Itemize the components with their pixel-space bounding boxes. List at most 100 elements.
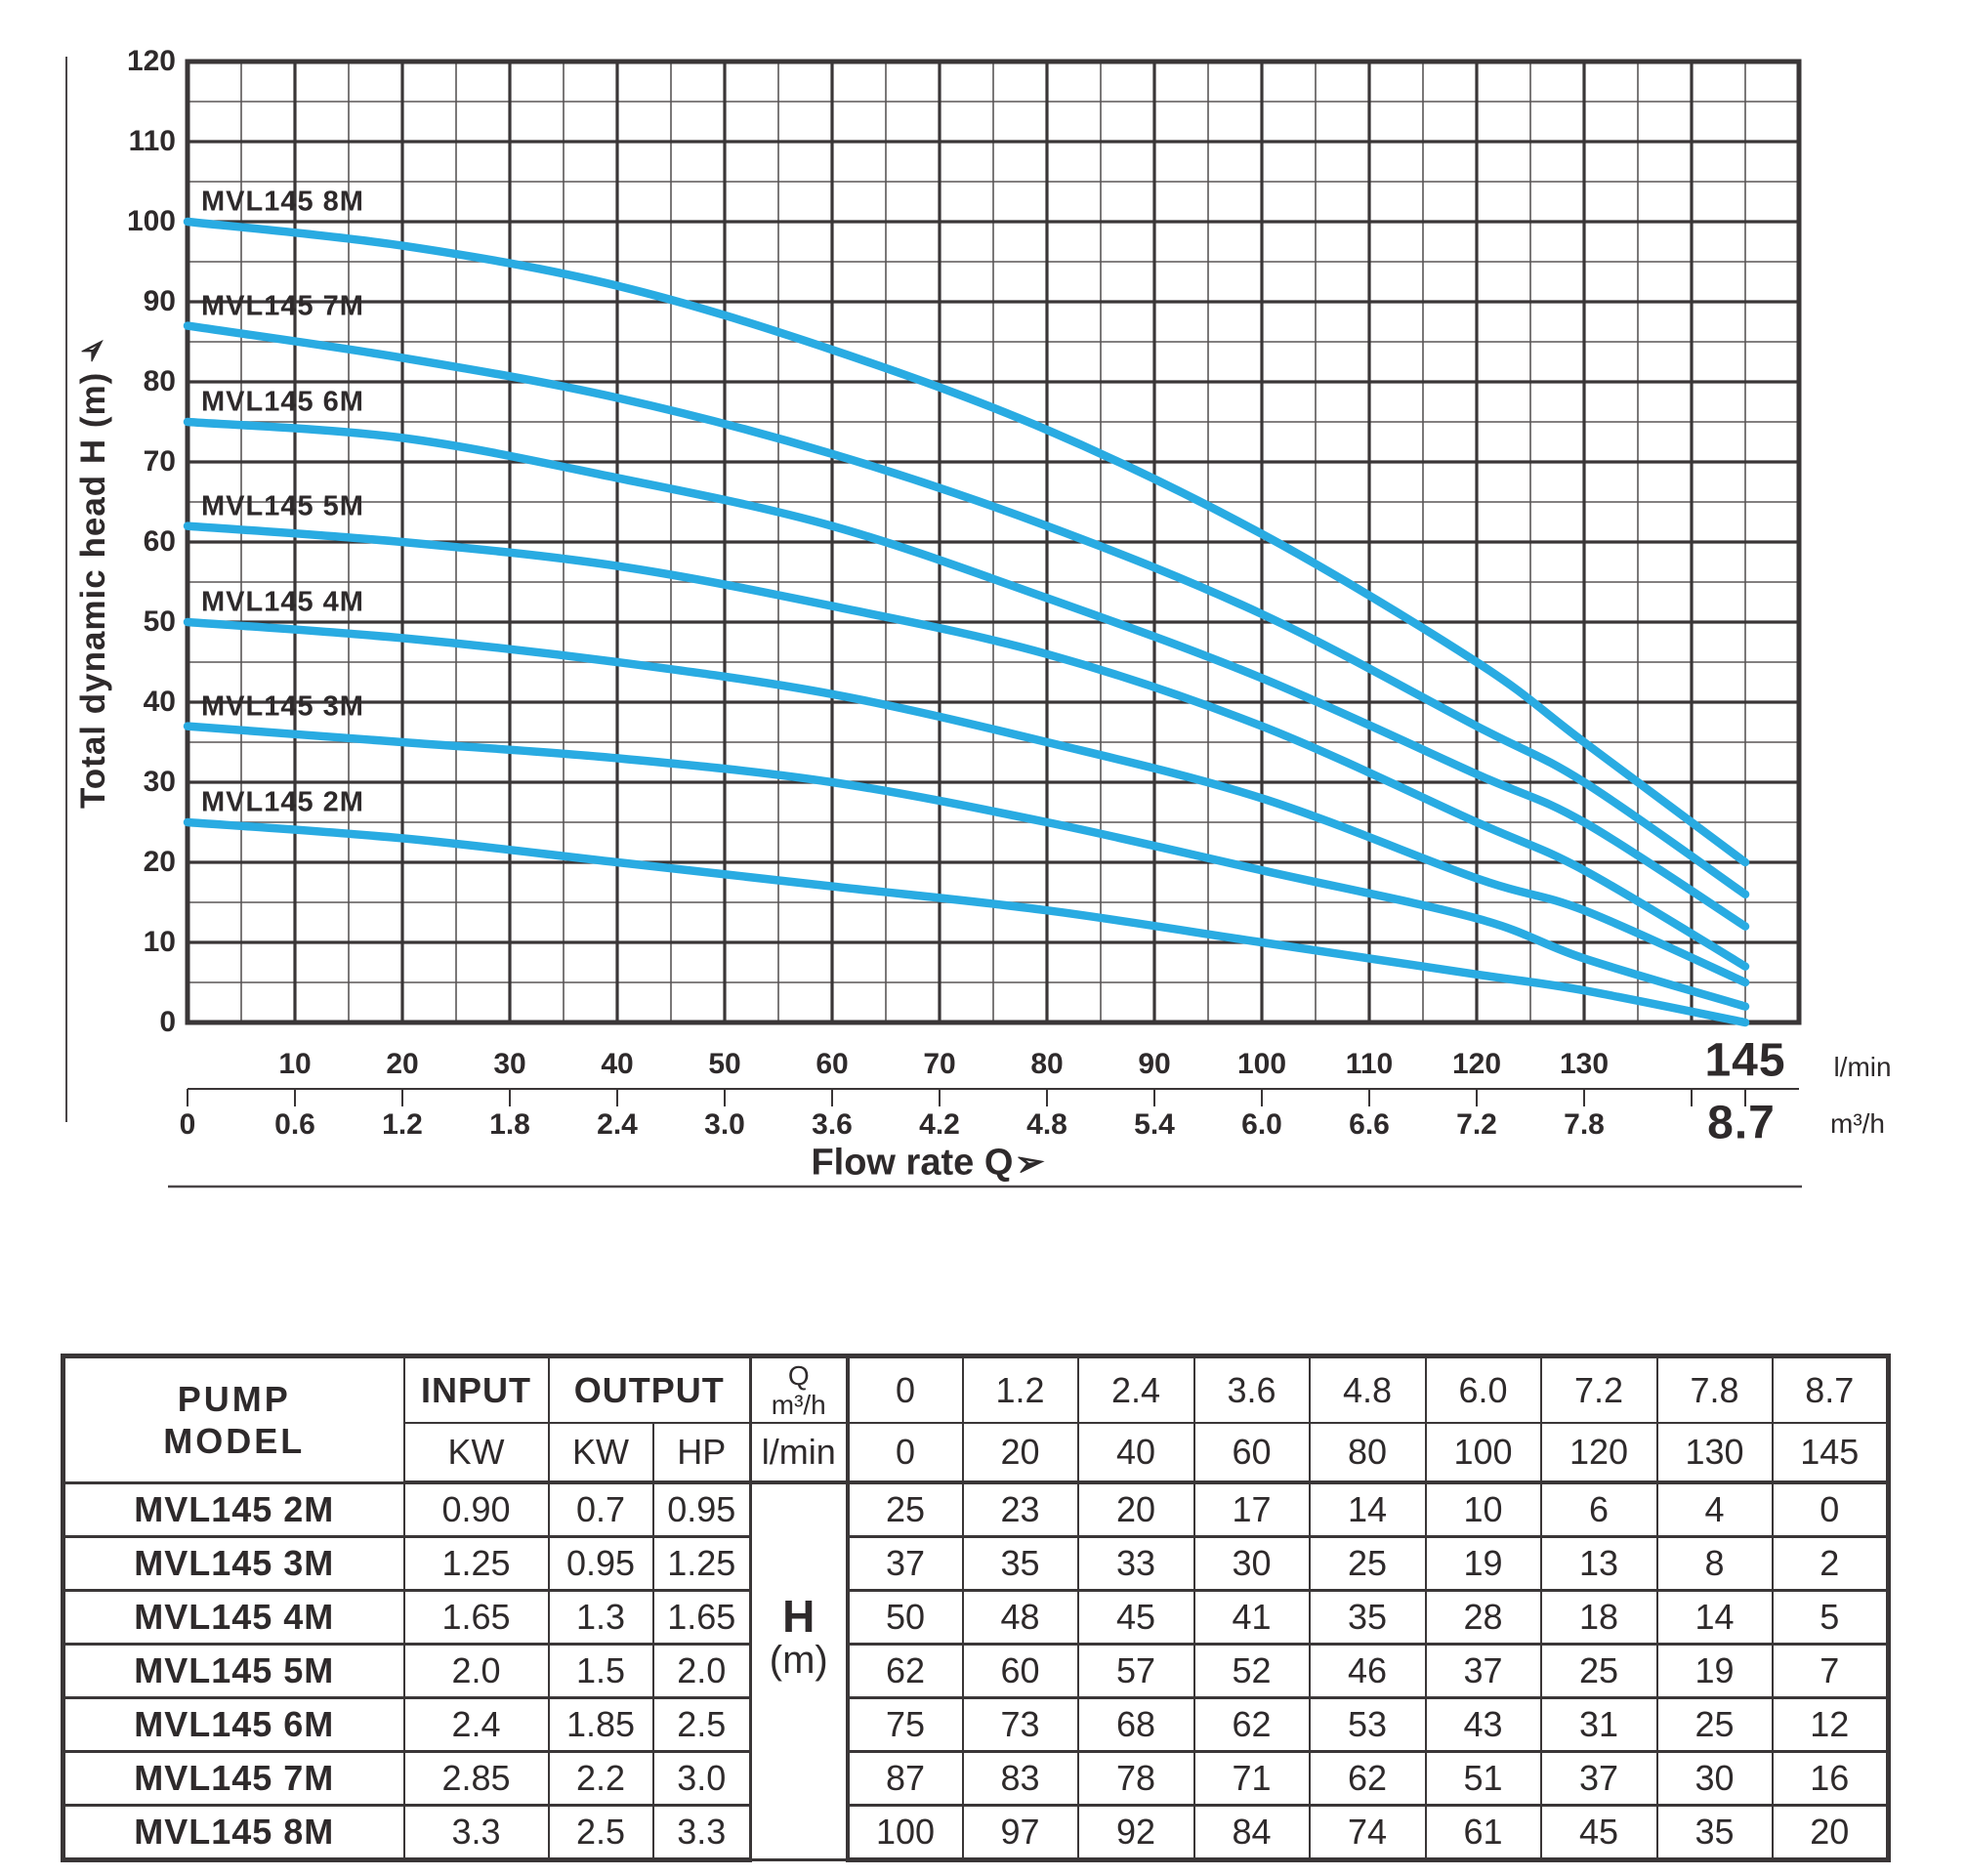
cell-output-hp: 1.65 xyxy=(651,1589,752,1646)
cell-h-value: 18 xyxy=(1539,1589,1658,1646)
header-output: OUTPUT xyxy=(547,1354,752,1424)
x-tick-m3h-6.0: 6.0 xyxy=(1241,1108,1282,1141)
x-tick-lmin-100: 100 xyxy=(1236,1048,1287,1080)
x-axis-title-text: Flow rate Q xyxy=(811,1142,1014,1184)
table-row-mvl145-8m: MVL145 8M 3.3 2.5 3.3 100 97 92 84 74 61 45 35 20 xyxy=(61,1804,1891,1862)
x-unit-lmin: l/min xyxy=(1833,1052,1892,1082)
x-tick-m3h-7.2: 7.2 xyxy=(1456,1108,1497,1141)
cell-model: MVL145 3M xyxy=(61,1535,405,1592)
cell-output-hp: 3.0 xyxy=(651,1750,752,1807)
header-q-lmin-value-100: 100 xyxy=(1424,1422,1542,1484)
y-tick-label-30: 30 xyxy=(143,766,176,798)
cell-h-value: 83 xyxy=(961,1750,1079,1807)
x-tick-lmin-90: 90 xyxy=(1138,1048,1171,1080)
x-tick-m3h-1.8: 1.8 xyxy=(489,1108,530,1141)
cell-h-value: 97 xyxy=(961,1804,1079,1862)
curve-label-mvl145-3m: MVL145 3M xyxy=(201,690,364,723)
cell-h-value: 10 xyxy=(1424,1480,1542,1538)
cell-model: MVL145 2M xyxy=(61,1480,405,1538)
header-q-m3h-value-2.4: 2.4 xyxy=(1076,1354,1195,1424)
curve-label-mvl145-8m: MVL145 8M xyxy=(201,186,364,218)
curve-mvl145-4m xyxy=(183,617,1750,987)
cell-h-value: 100 xyxy=(846,1804,964,1862)
cell-h-value: 28 xyxy=(1424,1589,1542,1646)
cell-h-value: 41 xyxy=(1192,1589,1311,1646)
performance-chart xyxy=(65,57,1802,1188)
x-tick-m3h-6.6: 6.6 xyxy=(1349,1108,1390,1141)
cell-h-value: 20 xyxy=(1076,1480,1195,1538)
y-axis-title-text: Total dynamic head H (m) xyxy=(74,371,112,809)
table-row-mvl145-6m: MVL145 6M 2.4 1.85 2.5 75 73 68 62 53 43 31 25 12 xyxy=(61,1696,1891,1753)
cell-model: MVL145 4M xyxy=(61,1589,405,1646)
cell-h-value: 75 xyxy=(846,1696,964,1753)
header-q-m3h-value-6.0: 6.0 xyxy=(1424,1354,1542,1424)
cell-h-value: 51 xyxy=(1424,1750,1542,1807)
cell-h-value: 23 xyxy=(961,1480,1079,1538)
header-q-m3h-value-4.8: 4.8 xyxy=(1308,1354,1427,1424)
cell-output-hp: 3.3 xyxy=(651,1804,752,1862)
cell-h-value: 25 xyxy=(846,1480,964,1538)
y-tick-label-10: 10 xyxy=(143,926,176,958)
x-tick-m3h-7.8: 7.8 xyxy=(1564,1108,1605,1141)
cell-h-value: 43 xyxy=(1424,1696,1542,1753)
table-row-mvl145-5m: MVL145 5M 2.0 1.5 2.0 62 60 57 52 46 37 25 19 7 xyxy=(61,1643,1891,1699)
pump-spec-table: PUMP MODEL INPUT OUTPUT Q m³/h 0 1.2 2.4 3.… xyxy=(61,1354,1891,1862)
cell-input-kw: 1.25 xyxy=(402,1535,550,1592)
x-tick-lmin-60: 60 xyxy=(816,1048,849,1080)
cell-h-value: 87 xyxy=(846,1750,964,1807)
cell-output-kw: 1.85 xyxy=(547,1696,654,1753)
cell-h-value: 35 xyxy=(1655,1804,1774,1862)
cell-h-value: 6 xyxy=(1539,1480,1658,1538)
header-q-m3h-value-8.7: 8.7 xyxy=(1771,1354,1891,1424)
cell-h-value: 12 xyxy=(1771,1696,1891,1753)
curve-label-mvl145-5m: MVL145 5M xyxy=(201,490,364,522)
cell-input-kw: 0.90 xyxy=(402,1480,550,1538)
cell-h-value: 16 xyxy=(1771,1750,1891,1807)
cell-h-value: 60 xyxy=(961,1643,1079,1699)
cell-output-kw: 2.2 xyxy=(547,1750,654,1807)
x-tick-lmin-130: 130 xyxy=(1559,1048,1610,1080)
x-tick-m3h-0: 0 xyxy=(179,1108,196,1141)
cell-h-value: 37 xyxy=(1539,1750,1658,1807)
cell-h-value: 33 xyxy=(1076,1535,1195,1592)
cell-model: MVL145 6M xyxy=(61,1696,405,1753)
x-tick-lmin-110: 110 xyxy=(1345,1048,1394,1080)
cell-h-value: 2 xyxy=(1771,1535,1891,1592)
header-q-m3h-value-3.6: 3.6 xyxy=(1192,1354,1311,1424)
h-symbol: H xyxy=(782,1590,816,1642)
y-tick-label-70: 70 xyxy=(143,445,176,478)
cell-h-value: 31 xyxy=(1539,1696,1658,1753)
header-q-m3h-value-1.2: 1.2 xyxy=(961,1354,1079,1424)
cell-h-value: 35 xyxy=(961,1535,1079,1592)
cell-h-value: 30 xyxy=(1192,1535,1311,1592)
cell-h-value: 92 xyxy=(1076,1804,1195,1862)
x-tick-m3h-5.4: 5.4 xyxy=(1134,1108,1175,1141)
cell-h-value: 8 xyxy=(1655,1535,1774,1592)
curve-mvl145-6m xyxy=(183,417,1750,931)
cell-h-value: 61 xyxy=(1424,1804,1542,1862)
cell-h-value: 71 xyxy=(1192,1750,1311,1807)
header-q-unit-lmin: l/min xyxy=(749,1422,850,1484)
x-end-value-m3h: 8.7 xyxy=(1707,1097,1776,1149)
x-tick-lmin-50: 50 xyxy=(708,1048,741,1080)
x-axis-title: Flow rate Q➢ xyxy=(811,1141,1047,1185)
x-tick-lmin-40: 40 xyxy=(601,1048,634,1080)
x-tick-m3h-4.2: 4.2 xyxy=(919,1108,960,1141)
cell-input-kw: 2.4 xyxy=(402,1696,550,1753)
cell-output-hp: 2.0 xyxy=(651,1643,752,1699)
cell-model: MVL145 7M xyxy=(61,1750,405,1807)
cell-h-value: 52 xyxy=(1192,1643,1311,1699)
axis-arrow-right-icon: ➢ xyxy=(1012,1140,1048,1185)
cell-h-value: 20 xyxy=(1771,1804,1891,1862)
cell-h-value: 13 xyxy=(1539,1535,1658,1592)
cell-output-hp: 2.5 xyxy=(651,1696,752,1753)
y-tick-label-0: 0 xyxy=(159,1006,176,1038)
table-header-row-2: KW KW HP l/min 0 20 40 60 80 100 120 130 145 xyxy=(63,1422,1891,1484)
x-tick-m3h-3.0: 3.0 xyxy=(704,1108,745,1141)
cell-input-kw: 2.0 xyxy=(402,1643,550,1699)
cell-h-value: 68 xyxy=(1076,1696,1195,1753)
x-tick-m3h-1.2: 1.2 xyxy=(382,1108,423,1141)
cell-h-value: 53 xyxy=(1308,1696,1427,1753)
cell-h-value: 37 xyxy=(1424,1643,1542,1699)
